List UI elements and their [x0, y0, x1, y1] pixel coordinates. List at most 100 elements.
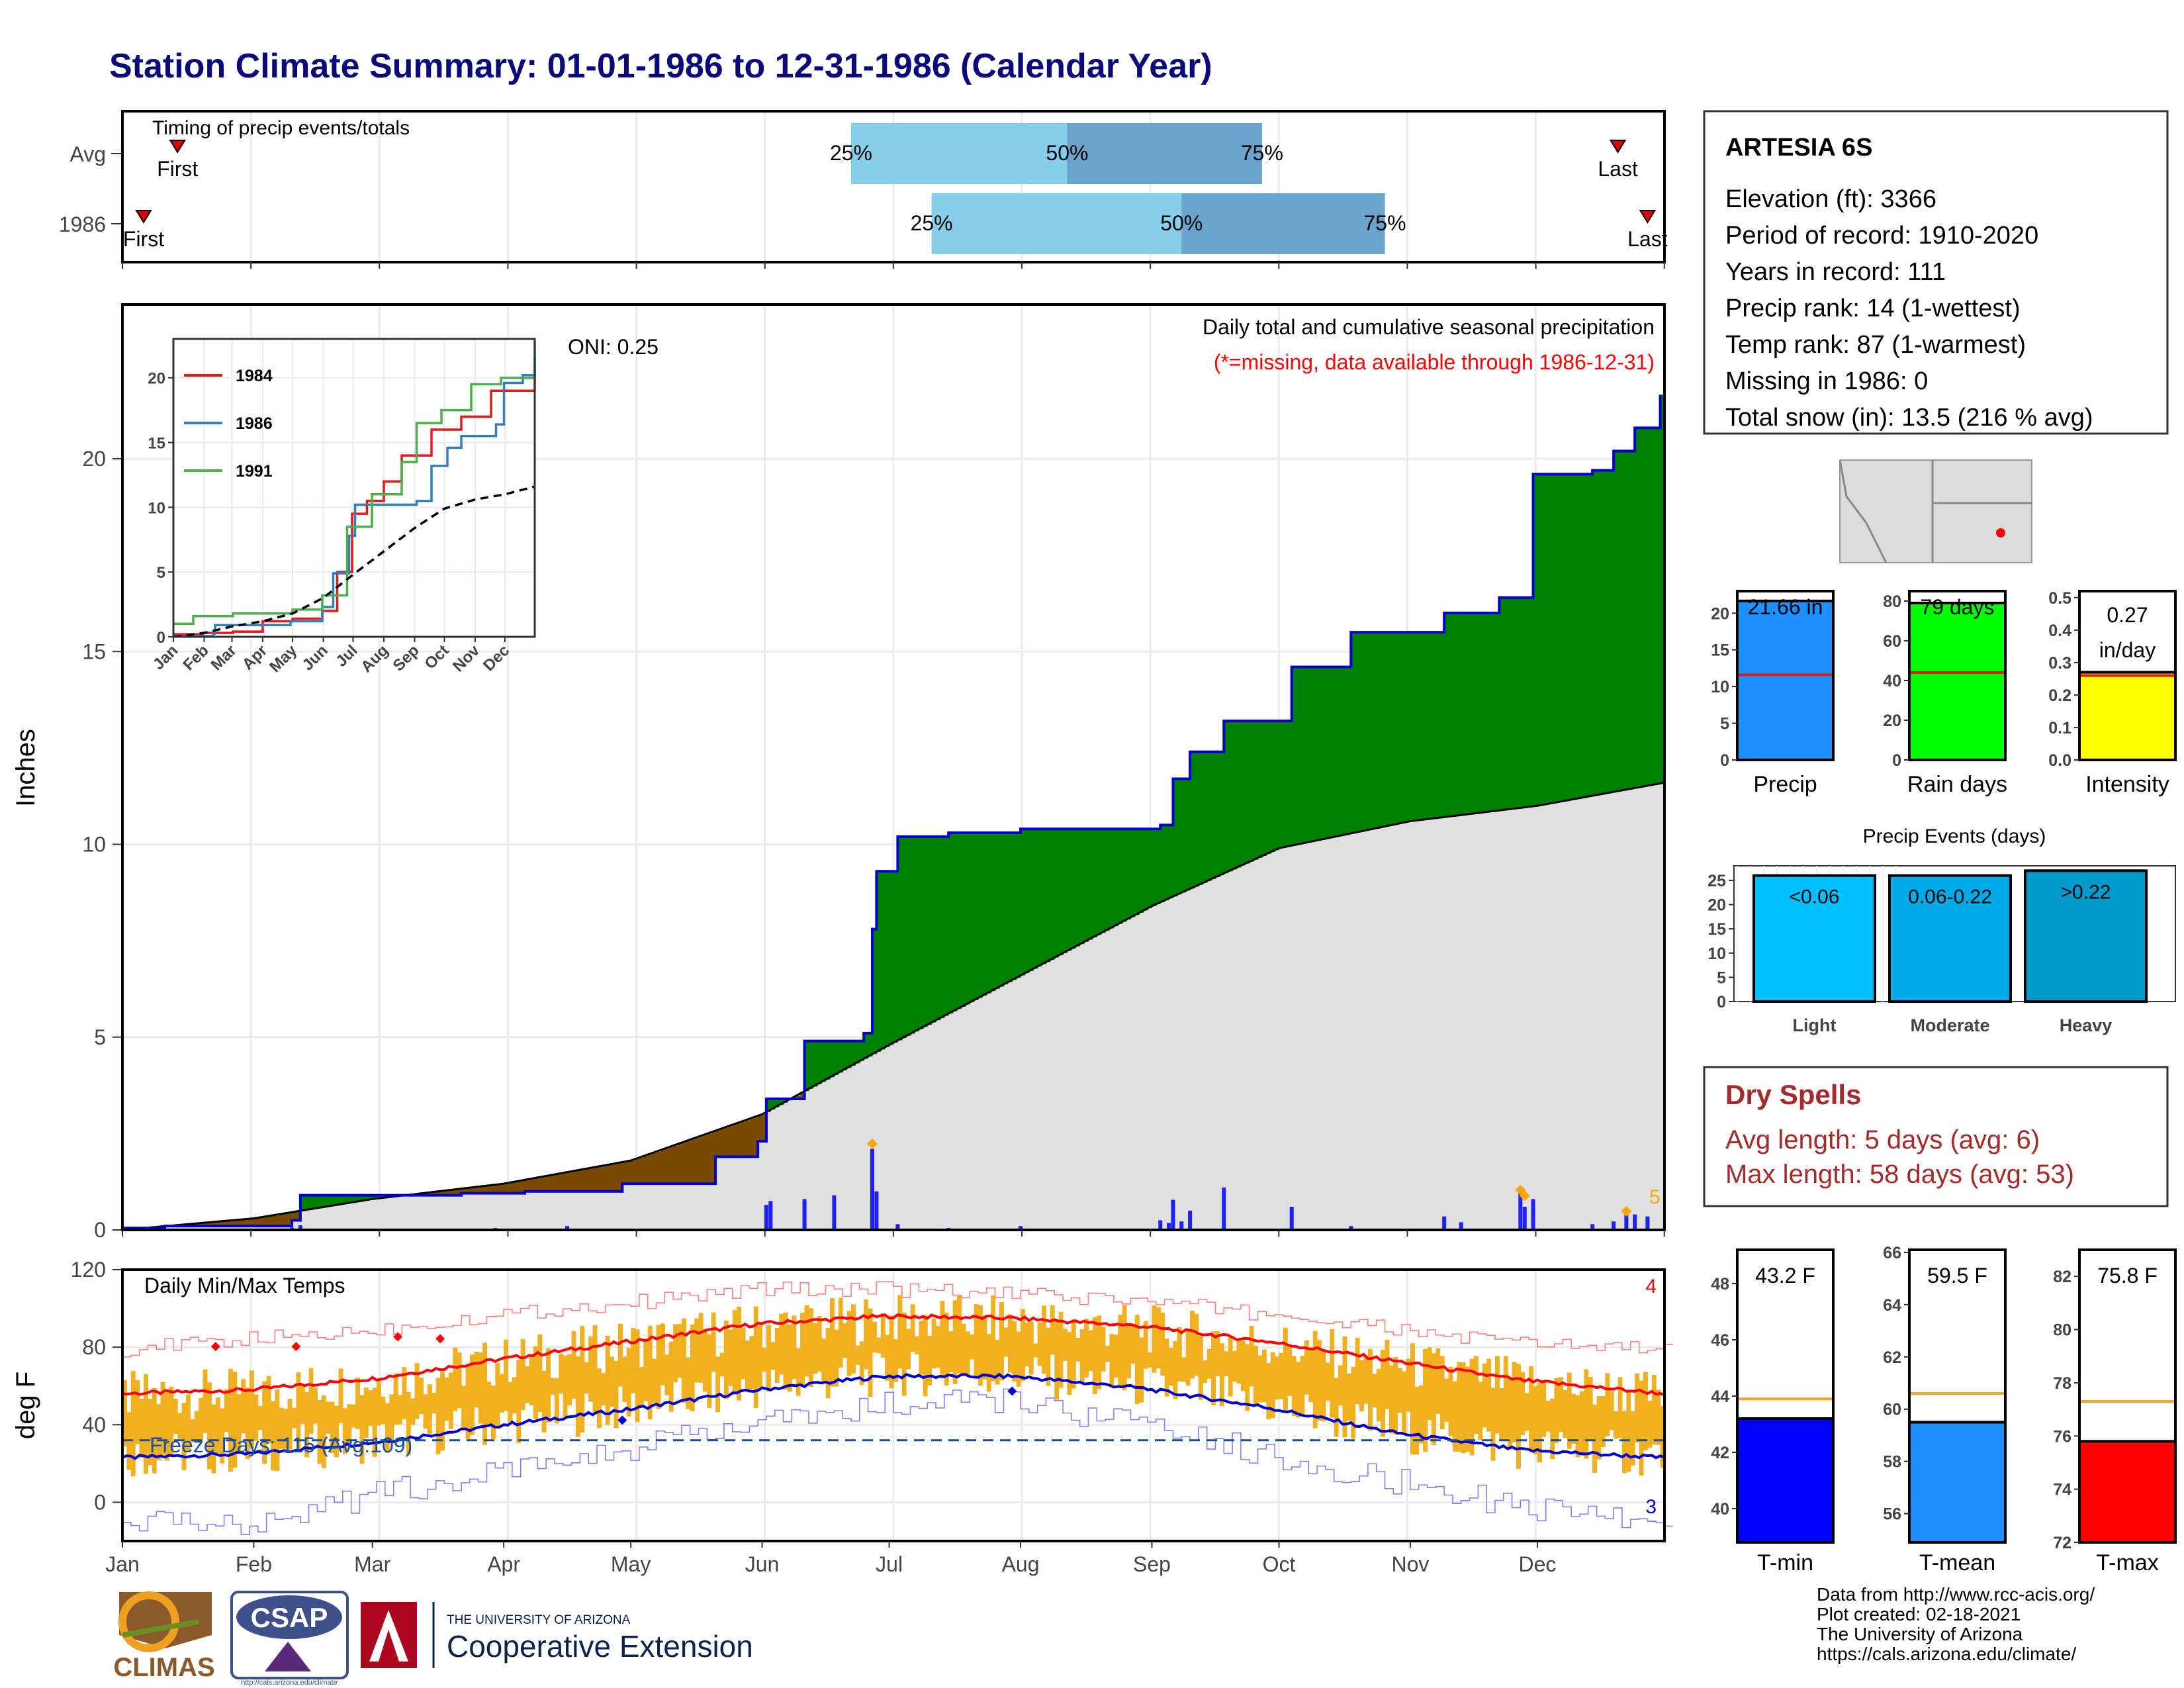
daily-temp-bar	[787, 1324, 792, 1392]
daily-temp-bar	[1431, 1353, 1436, 1446]
daily-temp-bar	[1533, 1386, 1538, 1455]
precip-departure-slice	[915, 836, 920, 1032]
daily-temp-bar	[1122, 1305, 1127, 1391]
precip-departure-slice	[770, 1098, 776, 1110]
daily-temp-bar	[829, 1298, 835, 1387]
precip-departure-slice	[1461, 613, 1466, 816]
daily-precip-bar	[874, 1191, 879, 1230]
precip-departure-slice	[766, 1098, 771, 1112]
daily-precip-bar	[1645, 1216, 1650, 1230]
daily-temp-bar	[444, 1378, 449, 1421]
precip-departure-slice	[1626, 451, 1631, 790]
daily-temp-bar	[1592, 1404, 1598, 1473]
daily-temp-bar	[1367, 1348, 1373, 1431]
inset-ytick-label: 10	[148, 499, 165, 517]
precip-departure-slice	[1308, 667, 1314, 843]
daily-temp-bar	[317, 1399, 322, 1464]
daily-temp-bar	[1134, 1315, 1140, 1404]
events-tick-label: 0	[1717, 993, 1726, 1011]
daily-temp-bar	[1139, 1337, 1144, 1403]
precip-departure-slice	[668, 1147, 674, 1184]
precip-departure-slice	[1452, 613, 1457, 816]
precip-departure-slice	[1406, 632, 1411, 822]
month-label: Jun	[745, 1552, 780, 1576]
timing-marker-last	[1639, 210, 1657, 224]
daily-temp-bar	[1317, 1340, 1322, 1421]
daily-temp-bar	[1427, 1347, 1432, 1421]
daily-temp-bar	[1584, 1369, 1589, 1459]
precip-departure-slice	[1261, 721, 1267, 856]
daily-temp-bar	[1003, 1327, 1009, 1357]
temp-panel: 0 40 80 120 Daily Min/Max Temps 4 3 Freeze Days…	[11, 1258, 1673, 1576]
precip-departure-slice	[596, 1166, 602, 1192]
temp-ytick-label: 40	[82, 1413, 106, 1436]
daily-temp-bar	[1355, 1337, 1360, 1405]
daily-temp-bar	[1643, 1372, 1648, 1450]
daily-precip-bar	[1442, 1216, 1447, 1230]
record-high-marker	[393, 1332, 403, 1342]
daily-temp-bar	[622, 1356, 627, 1402]
precip-departure-slice	[631, 1160, 636, 1184]
precip-departure-slice	[1181, 778, 1187, 893]
daily-temp-bar	[160, 1382, 165, 1455]
climas-logo-text: CLIMAS	[113, 1653, 214, 1682]
timing-row-label: 1986	[59, 212, 106, 236]
precip-ytick-label: 10	[82, 833, 106, 857]
precip-departure-slice	[906, 836, 911, 1036]
precip-departure-slice	[326, 1195, 331, 1207]
daily-temp-bar	[1418, 1385, 1424, 1444]
event-bar-label: Moderate	[1910, 1015, 1989, 1035]
precip-departure-slice	[737, 1123, 742, 1157]
record-low-marker	[1007, 1386, 1017, 1396]
daily-temp-bar	[821, 1338, 827, 1382]
precip-departure-slice	[813, 1041, 818, 1087]
record-high-marker	[291, 1342, 301, 1352]
temp-mini-bar-t-min	[1736, 1417, 1835, 1544]
precip-departure-slice	[762, 1114, 767, 1142]
daily-temp-bar	[711, 1312, 716, 1372]
daily-temp-bar	[673, 1324, 678, 1383]
precip-departure-slice	[1130, 829, 1136, 917]
precip-title: Daily total and cumulative seasonal prec…	[1203, 315, 1655, 339]
precip-departure-slice	[550, 1175, 555, 1192]
record-low-marker	[617, 1415, 627, 1425]
precip-departure-slice	[541, 1176, 547, 1192]
temp-mini-tick-label: 42	[1711, 1444, 1729, 1462]
daily-temp-bar	[643, 1338, 649, 1401]
daily-temp-bar	[1308, 1349, 1314, 1403]
precip-departure-slice	[957, 833, 962, 1009]
precip-departure-slice	[825, 1041, 831, 1080]
precip-departure-slice	[1617, 451, 1623, 792]
precip-departure-slice	[842, 1041, 848, 1070]
timing-label-50: 50%	[1046, 141, 1088, 165]
timing-row-label: Avg	[69, 142, 106, 166]
precip-departure-slice	[652, 1152, 657, 1184]
precip-departure-slice	[779, 1098, 784, 1105]
precip-departure-slice	[749, 1119, 754, 1157]
climas-logo-leaf	[122, 1619, 199, 1638]
daily-precip-bar	[1349, 1226, 1353, 1230]
daily-temp-bar	[1630, 1411, 1635, 1466]
daily-temp-bar	[1067, 1332, 1072, 1395]
event-bar-label: Light	[1793, 1015, 1837, 1035]
normal-max-line	[122, 1313, 1665, 1397]
precip-departure-slice	[1024, 829, 1030, 974]
precip-departure-slice	[1232, 721, 1238, 870]
daily-temp-bar	[1469, 1358, 1475, 1456]
daily-temp-bar	[961, 1323, 966, 1375]
precip-departure-slice	[1211, 751, 1216, 879]
daily-temp-bar	[1541, 1382, 1547, 1437]
precip-departure-slice	[432, 1192, 437, 1196]
daily-temp-bar	[368, 1390, 373, 1427]
precip-departure-slice	[228, 1220, 234, 1227]
daily-temp-bar	[482, 1342, 487, 1445]
daily-temp-bar	[1457, 1362, 1462, 1452]
precip-departure-slice	[236, 1219, 242, 1227]
precip-departure-slice	[469, 1188, 475, 1194]
daily-temp-bar	[1266, 1363, 1271, 1420]
daily-temp-bar	[906, 1329, 911, 1370]
timing-label-25: 25%	[911, 211, 953, 235]
dry-spells-box	[1703, 1066, 2169, 1207]
precip-departure-slice	[1088, 829, 1093, 940]
temp-mini-label: T-mean	[1919, 1550, 1995, 1575]
